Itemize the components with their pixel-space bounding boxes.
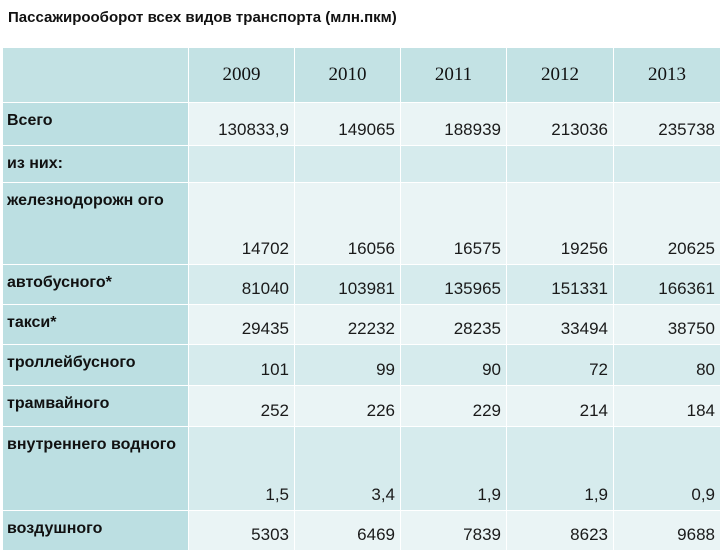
row-label: железнодорожн ого bbox=[3, 183, 189, 265]
table-cell: 135965 bbox=[401, 265, 507, 305]
table-cell: 8623 bbox=[507, 511, 614, 551]
table-cell: 103981 bbox=[295, 265, 401, 305]
table-cell: 19256 bbox=[507, 183, 614, 265]
year-header: 2013 bbox=[614, 48, 720, 103]
table-cell: 6469 bbox=[295, 511, 401, 551]
row-label: такси* bbox=[3, 305, 189, 345]
table-row: такси* 29435 22232 28235 33494 38750 bbox=[3, 305, 720, 345]
table-cell: 1,5 bbox=[189, 427, 295, 511]
row-label: автобусного* bbox=[3, 265, 189, 305]
table-cell: 90 bbox=[401, 345, 507, 386]
table-cell: 29435 bbox=[189, 305, 295, 345]
table-cell: 28235 bbox=[401, 305, 507, 345]
table-row: внутреннего водного 1,5 3,4 1,9 1,9 0,9 bbox=[3, 427, 720, 511]
table-cell: 16056 bbox=[295, 183, 401, 265]
row-label: воздушного bbox=[3, 511, 189, 551]
table-cell bbox=[614, 146, 720, 183]
table-cell: 149065 bbox=[295, 103, 401, 146]
table-cell: 7839 bbox=[401, 511, 507, 551]
table-row: автобусного* 81040 103981 135965 151331 … bbox=[3, 265, 720, 305]
table-cell bbox=[401, 146, 507, 183]
table-cell: 151331 bbox=[507, 265, 614, 305]
table-cell: 20625 bbox=[614, 183, 720, 265]
passenger-turnover-table: 2009 2010 2011 2012 2013 Всего 130833,9 … bbox=[2, 47, 720, 551]
table-cell: 80 bbox=[614, 345, 720, 386]
table-cell bbox=[507, 146, 614, 183]
row-label: троллейбусного bbox=[3, 345, 189, 386]
table-row: из них: bbox=[3, 146, 720, 183]
row-label: внутреннего водного bbox=[3, 427, 189, 511]
table-row: трамвайного 252 226 229 214 184 bbox=[3, 386, 720, 427]
table-cell: 72 bbox=[507, 345, 614, 386]
header-row: 2009 2010 2011 2012 2013 bbox=[3, 48, 720, 103]
table-cell bbox=[295, 146, 401, 183]
table-cell: 130833,9 bbox=[189, 103, 295, 146]
table-cell: 16575 bbox=[401, 183, 507, 265]
table-cell bbox=[189, 146, 295, 183]
table-cell: 5303 bbox=[189, 511, 295, 551]
table-cell: 229 bbox=[401, 386, 507, 427]
table-cell: 166361 bbox=[614, 265, 720, 305]
row-label: трамвайного bbox=[3, 386, 189, 427]
table-cell: 33494 bbox=[507, 305, 614, 345]
table-cell: 226 bbox=[295, 386, 401, 427]
table-cell: 9688 bbox=[614, 511, 720, 551]
table-cell: 184 bbox=[614, 386, 720, 427]
table-row: троллейбусного 101 99 90 72 80 bbox=[3, 345, 720, 386]
table-cell: 1,9 bbox=[507, 427, 614, 511]
table-cell: 214 bbox=[507, 386, 614, 427]
table-cell: 213036 bbox=[507, 103, 614, 146]
year-header: 2009 bbox=[189, 48, 295, 103]
table-cell: 252 bbox=[189, 386, 295, 427]
table-cell: 0,9 bbox=[614, 427, 720, 511]
table-cell: 1,9 bbox=[401, 427, 507, 511]
table-cell: 3,4 bbox=[295, 427, 401, 511]
table-cell: 188939 bbox=[401, 103, 507, 146]
table-cell: 99 bbox=[295, 345, 401, 386]
year-header: 2011 bbox=[401, 48, 507, 103]
table-cell: 22232 bbox=[295, 305, 401, 345]
table-cell: 101 bbox=[189, 345, 295, 386]
table-cell: 81040 bbox=[189, 265, 295, 305]
table-row: воздушного 5303 6469 7839 8623 9688 bbox=[3, 511, 720, 551]
table-cell: 14702 bbox=[189, 183, 295, 265]
row-label: из них: bbox=[3, 146, 189, 183]
corner-cell bbox=[3, 48, 189, 103]
table-row: железнодорожн ого 14702 16056 16575 1925… bbox=[3, 183, 720, 265]
year-header: 2012 bbox=[507, 48, 614, 103]
table-cell: 38750 bbox=[614, 305, 720, 345]
row-label: Всего bbox=[3, 103, 189, 146]
table-row: Всего 130833,9 149065 188939 213036 2357… bbox=[3, 103, 720, 146]
table-cell: 235738 bbox=[614, 103, 720, 146]
year-header: 2010 bbox=[295, 48, 401, 103]
page-title: Пассажирооборот всех видов транспорта (м… bbox=[8, 9, 397, 26]
